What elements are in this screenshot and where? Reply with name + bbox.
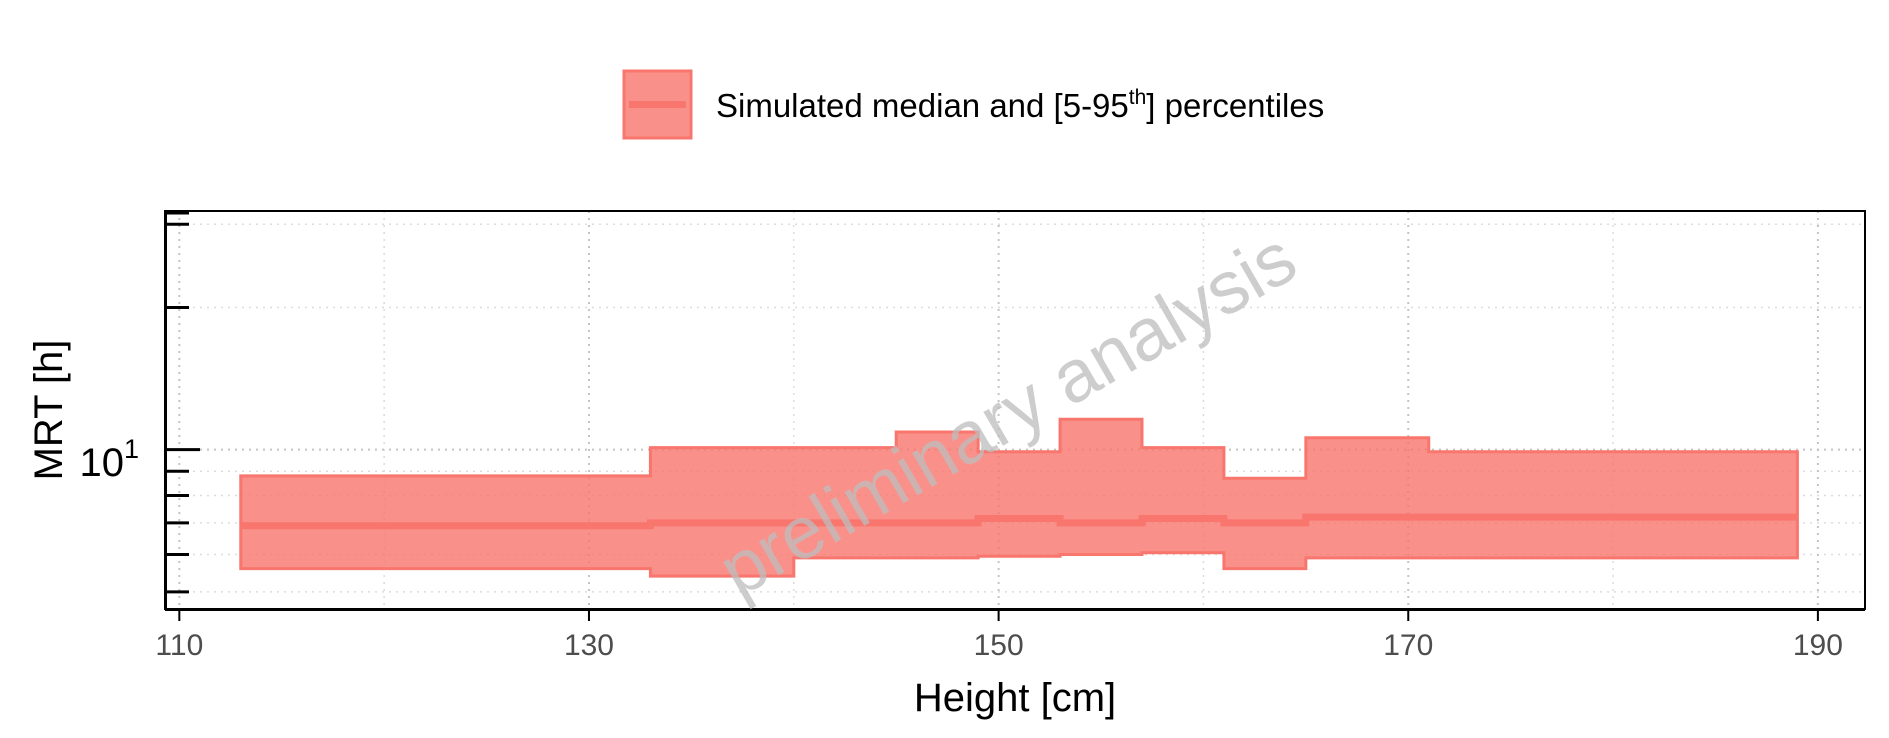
x-tick-label: 170 <box>1383 629 1433 662</box>
y-tick-label-base: 10 <box>79 441 124 485</box>
legend: Simulated median and [5-95th] percentile… <box>622 69 1324 140</box>
x-tick-label: 190 <box>1793 629 1843 662</box>
median-line <box>240 513 1798 530</box>
legend-label-superscript: th <box>1129 86 1147 109</box>
y-axis-title: MRT [h] <box>27 340 71 481</box>
y-axis-ticks <box>165 211 200 594</box>
x-tick-label: 110 <box>155 629 203 662</box>
median-path <box>240 513 1798 530</box>
y-tick-label-10: 101 <box>79 434 139 485</box>
legend-label-main: Simulated median and [5-95 <box>716 87 1129 124</box>
plot-area <box>164 210 1866 611</box>
x-tick-label: 130 <box>564 629 614 662</box>
x-axis-title: Height [cm] <box>914 676 1116 720</box>
legend-label: Simulated median and [5-95th] percentile… <box>716 86 1324 124</box>
percentile-band <box>239 417 1799 578</box>
band-area <box>239 417 1799 578</box>
x-axis-ticks: 110 130 150 170 190 <box>155 609 1843 662</box>
y-tick-label-exponent: 1 <box>124 434 139 464</box>
x-tick-label: 150 <box>974 629 1024 662</box>
legend-label-end: ] percentiles <box>1146 87 1324 124</box>
